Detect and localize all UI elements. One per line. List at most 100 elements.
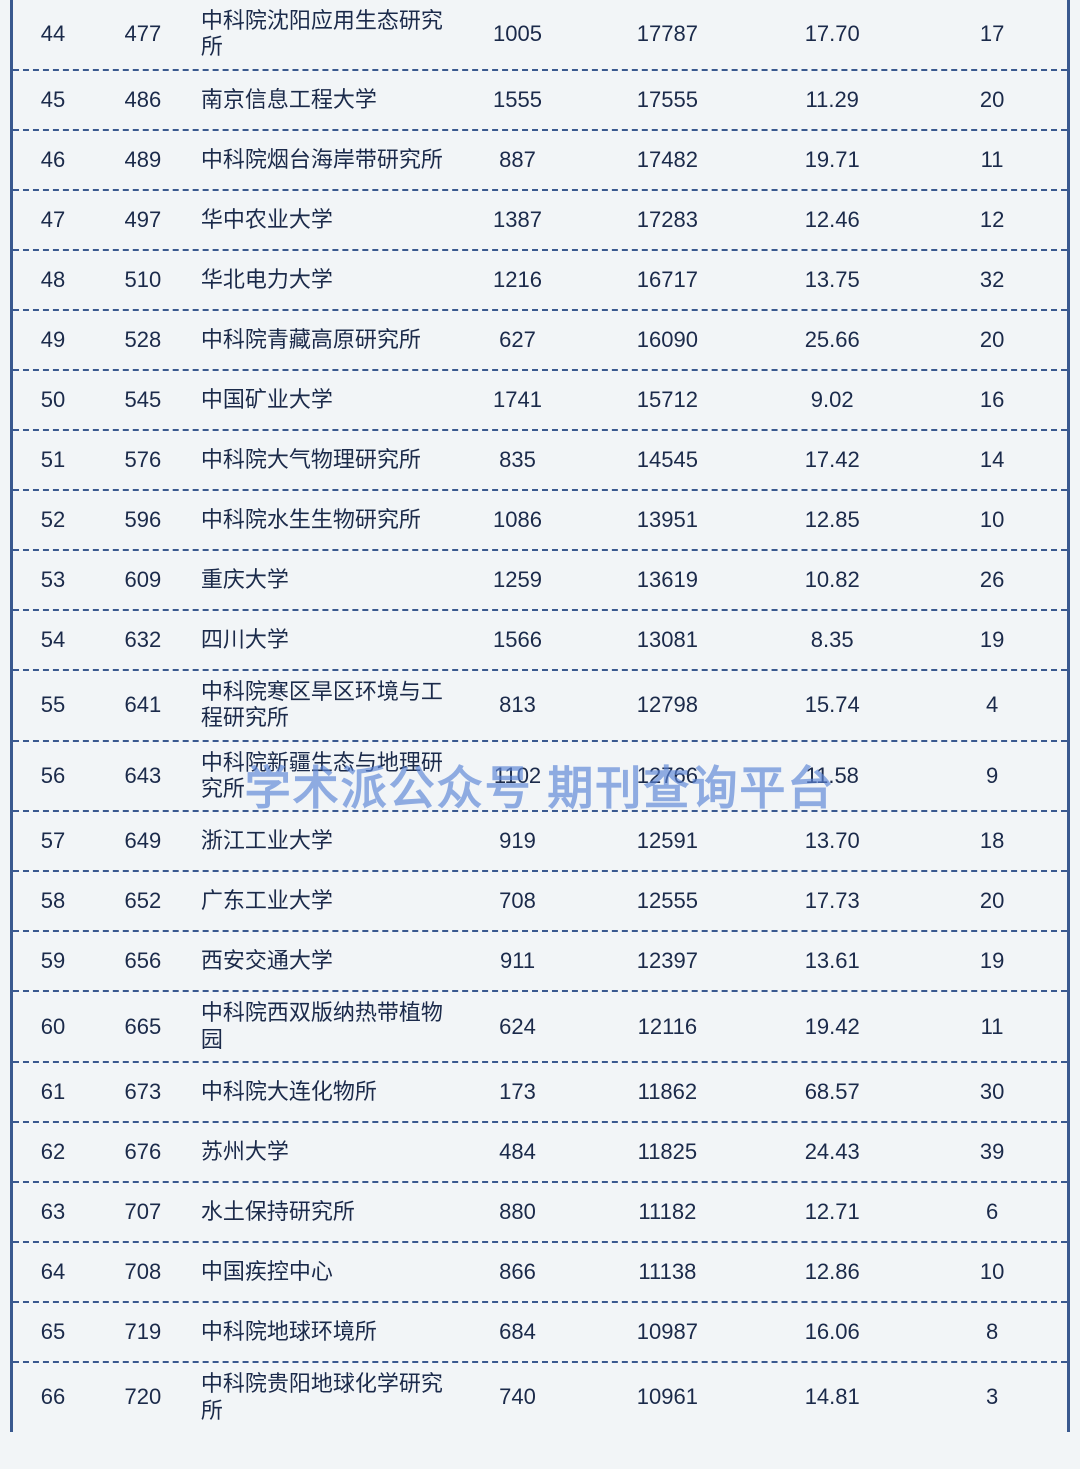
cell-c7: 9 (917, 763, 1067, 789)
cell-c6: 68.57 (747, 1079, 917, 1105)
cell-c6: 17.42 (747, 447, 917, 473)
table-row: 48510华北电力大学12161671713.7532 (13, 251, 1067, 311)
cell-c7: 18 (917, 828, 1067, 854)
cell-c1: 60 (13, 1014, 93, 1040)
table-row: 50545中国矿业大学1741157129.0216 (13, 371, 1067, 431)
table-row: 60665中科院西双版纳热带植物园6241211619.4211 (13, 992, 1067, 1063)
cell-c4: 484 (448, 1139, 588, 1165)
cell-c3: 中科院西双版纳热带植物园 (193, 1000, 448, 1053)
cell-c3: 中科院贵阳地球化学研究所 (193, 1371, 448, 1424)
cell-c2: 719 (93, 1319, 193, 1345)
cell-c4: 1102 (448, 763, 588, 789)
cell-c3: 中科院地球环境所 (193, 1319, 448, 1345)
cell-c1: 56 (13, 763, 93, 789)
cell-c4: 887 (448, 147, 588, 173)
cell-c4: 919 (448, 828, 588, 854)
cell-c6: 25.66 (747, 327, 917, 353)
cell-c2: 708 (93, 1259, 193, 1285)
table-row: 49528中科院青藏高原研究所6271609025.6620 (13, 311, 1067, 371)
cell-c2: 576 (93, 447, 193, 473)
cell-c2: 643 (93, 763, 193, 789)
cell-c4: 173 (448, 1079, 588, 1105)
cell-c7: 39 (917, 1139, 1067, 1165)
cell-c5: 17283 (587, 207, 747, 233)
table-row: 56643中科院新疆生态与地理研究所11021276611.589 (13, 742, 1067, 813)
cell-c7: 14 (917, 447, 1067, 473)
cell-c5: 15712 (587, 387, 747, 413)
cell-c1: 66 (13, 1384, 93, 1410)
cell-c1: 50 (13, 387, 93, 413)
cell-c3: 中科院大连化物所 (193, 1079, 448, 1105)
cell-c6: 12.86 (747, 1259, 917, 1285)
cell-c5: 11862 (587, 1079, 747, 1105)
cell-c6: 15.74 (747, 692, 917, 718)
cell-c2: 510 (93, 267, 193, 293)
cell-c4: 835 (448, 447, 588, 473)
cell-c2: 676 (93, 1139, 193, 1165)
cell-c7: 11 (917, 1014, 1067, 1040)
cell-c6: 11.58 (747, 763, 917, 789)
cell-c5: 16090 (587, 327, 747, 353)
cell-c7: 12 (917, 207, 1067, 233)
cell-c1: 52 (13, 507, 93, 533)
table-row: 52596中科院水生生物研究所10861395112.8510 (13, 491, 1067, 551)
cell-c6: 13.61 (747, 948, 917, 974)
cell-c2: 720 (93, 1384, 193, 1410)
cell-c7: 6 (917, 1199, 1067, 1225)
cell-c6: 13.70 (747, 828, 917, 854)
cell-c1: 62 (13, 1139, 93, 1165)
cell-c6: 11.29 (747, 87, 917, 113)
cell-c4: 880 (448, 1199, 588, 1225)
cell-c6: 12.46 (747, 207, 917, 233)
cell-c6: 10.82 (747, 567, 917, 593)
table-row: 64708中国疾控中心8661113812.8610 (13, 1243, 1067, 1303)
cell-c2: 489 (93, 147, 193, 173)
cell-c5: 17555 (587, 87, 747, 113)
cell-c3: 华中农业大学 (193, 207, 448, 233)
cell-c5: 11182 (587, 1199, 747, 1225)
cell-c6: 14.81 (747, 1384, 917, 1410)
cell-c1: 61 (13, 1079, 93, 1105)
cell-c4: 1259 (448, 567, 588, 593)
cell-c7: 16 (917, 387, 1067, 413)
cell-c6: 12.71 (747, 1199, 917, 1225)
cell-c6: 12.85 (747, 507, 917, 533)
cell-c1: 46 (13, 147, 93, 173)
cell-c3: 中科院沈阳应用生态研究所 (193, 8, 448, 61)
cell-c1: 49 (13, 327, 93, 353)
cell-c2: 656 (93, 948, 193, 974)
cell-c3: 中国矿业大学 (193, 387, 448, 413)
cell-c5: 14545 (587, 447, 747, 473)
cell-c7: 11 (917, 147, 1067, 173)
cell-c7: 32 (917, 267, 1067, 293)
cell-c5: 13081 (587, 627, 747, 653)
cell-c5: 12591 (587, 828, 747, 854)
cell-c7: 26 (917, 567, 1067, 593)
cell-c3: 中科院水生生物研究所 (193, 507, 448, 533)
cell-c2: 596 (93, 507, 193, 533)
cell-c4: 1741 (448, 387, 588, 413)
cell-c4: 1086 (448, 507, 588, 533)
cell-c3: 中科院青藏高原研究所 (193, 327, 448, 353)
cell-c4: 1005 (448, 21, 588, 47)
cell-c2: 641 (93, 692, 193, 718)
table-row: 54632四川大学1566130818.3519 (13, 611, 1067, 671)
cell-c3: 华北电力大学 (193, 267, 448, 293)
cell-c7: 10 (917, 1259, 1067, 1285)
cell-c3: 广东工业大学 (193, 888, 448, 914)
cell-c6: 16.06 (747, 1319, 917, 1345)
cell-c7: 19 (917, 948, 1067, 974)
cell-c1: 59 (13, 948, 93, 974)
cell-c3: 中国疾控中心 (193, 1259, 448, 1285)
cell-c4: 1387 (448, 207, 588, 233)
table-row: 53609重庆大学12591361910.8226 (13, 551, 1067, 611)
ranking-table: 44477中科院沈阳应用生态研究所10051778717.701745486南京… (10, 0, 1070, 1432)
cell-c5: 16717 (587, 267, 747, 293)
cell-c7: 20 (917, 87, 1067, 113)
table-row: 44477中科院沈阳应用生态研究所10051778717.7017 (13, 0, 1067, 71)
cell-c1: 55 (13, 692, 93, 718)
cell-c4: 813 (448, 692, 588, 718)
cell-c6: 8.35 (747, 627, 917, 653)
cell-c6: 17.73 (747, 888, 917, 914)
cell-c2: 652 (93, 888, 193, 914)
